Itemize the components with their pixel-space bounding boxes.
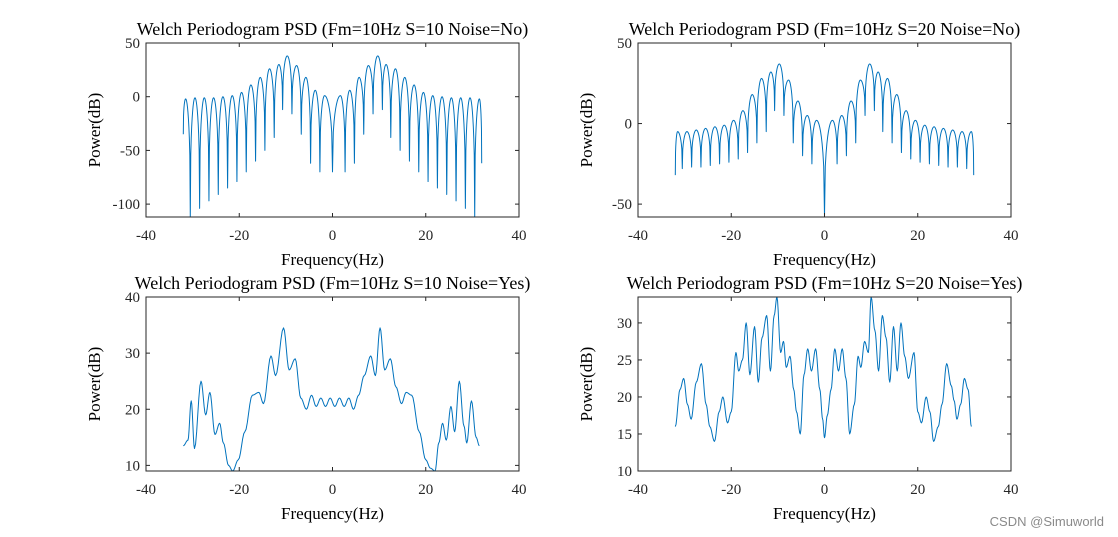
x-tick-label: 0 bbox=[821, 482, 829, 498]
y-tick-label: 20 bbox=[617, 390, 632, 406]
y-tick-label: 0 bbox=[133, 90, 141, 106]
x-tick-label: 20 bbox=[910, 228, 925, 244]
x-tick-label: -40 bbox=[628, 482, 648, 498]
x-tick-label: 20 bbox=[910, 482, 925, 498]
x-tick-label: 40 bbox=[512, 228, 527, 244]
x-tick-label: -40 bbox=[136, 482, 156, 498]
axes-box bbox=[637, 296, 1012, 472]
psd-series-line bbox=[183, 327, 480, 472]
x-tick-label: 0 bbox=[821, 228, 829, 244]
x-tick-label: 0 bbox=[329, 482, 337, 498]
y-axis-label: Power(dB) bbox=[577, 347, 596, 422]
x-tick-label: -40 bbox=[628, 228, 648, 244]
x-axis-label: Frequency(Hz) bbox=[773, 250, 876, 269]
x-tick-label: -40 bbox=[136, 228, 156, 244]
watermark-text: CSDN @Simuworld bbox=[989, 514, 1104, 529]
chart-title: Welch Periodogram PSD (Fm=10Hz S=20 Nois… bbox=[629, 19, 1020, 40]
y-axis-label: Power(dB) bbox=[577, 93, 596, 168]
y-tick-label: -100 bbox=[113, 197, 141, 213]
y-tick-label: 25 bbox=[617, 353, 632, 369]
x-tick-label: 40 bbox=[1004, 482, 1019, 498]
chart-title: Welch Periodogram PSD (Fm=10Hz S=10 Nois… bbox=[137, 19, 528, 40]
y-tick-label: 50 bbox=[125, 36, 140, 52]
y-axis-label: Power(dB) bbox=[85, 347, 104, 422]
y-tick-label: 30 bbox=[125, 346, 140, 362]
x-tick-label: 40 bbox=[512, 482, 527, 498]
y-tick-label: 30 bbox=[617, 316, 632, 332]
x-tick-label: -20 bbox=[721, 482, 741, 498]
x-axis-label: Frequency(Hz) bbox=[773, 504, 876, 523]
x-tick-label: 20 bbox=[418, 228, 433, 244]
x-axis-label: Frequency(Hz) bbox=[281, 504, 384, 523]
psd-series-line bbox=[674, 296, 972, 442]
y-axis-label: Power(dB) bbox=[85, 93, 104, 168]
y-tick-label: 15 bbox=[617, 427, 632, 443]
axes-box bbox=[145, 42, 520, 218]
x-tick-label: 40 bbox=[1004, 228, 1019, 244]
psd-series-line bbox=[674, 63, 975, 218]
y-tick-label: -50 bbox=[120, 143, 140, 159]
y-tick-label: 40 bbox=[125, 290, 140, 306]
y-tick-label: -50 bbox=[612, 197, 632, 213]
y-tick-label: 0 bbox=[625, 117, 633, 133]
chart-title: Welch Periodogram PSD (Fm=10Hz S=20 Nois… bbox=[627, 273, 1023, 294]
chart-title: Welch Periodogram PSD (Fm=10Hz S=10 Nois… bbox=[135, 273, 531, 294]
x-tick-label: -20 bbox=[721, 228, 741, 244]
y-tick-label: 50 bbox=[617, 36, 632, 52]
y-tick-label: 10 bbox=[125, 458, 140, 474]
x-tick-label: 0 bbox=[329, 228, 337, 244]
y-tick-label: 10 bbox=[617, 464, 632, 480]
x-tick-label: 20 bbox=[418, 482, 433, 498]
psd-series-line bbox=[182, 55, 483, 218]
subplot-4: -40 -20 0 20 40 10 15 20 25 30 Welch Periodogram P… bbox=[577, 273, 1022, 523]
y-tick-label: 20 bbox=[125, 402, 140, 418]
x-tick-label: -20 bbox=[229, 482, 249, 498]
x-axis-label: Frequency(Hz) bbox=[281, 250, 384, 269]
x-tick-label: -20 bbox=[229, 228, 249, 244]
